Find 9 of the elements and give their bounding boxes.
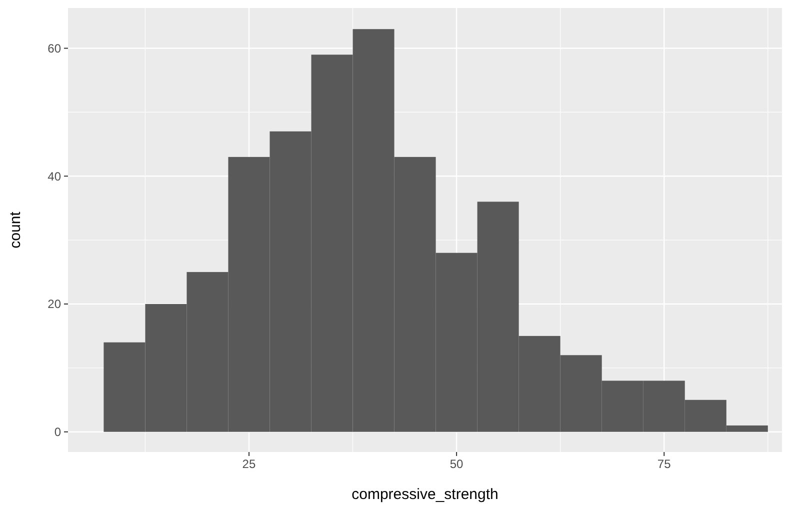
y-tick-label: 0 — [54, 425, 62, 440]
y-tick-label: 60 — [48, 41, 62, 56]
y-tick-label: 20 — [48, 297, 62, 312]
x-tick-label: 50 — [450, 457, 464, 471]
x-tick-label: 75 — [657, 457, 672, 471]
y-tick-label: 40 — [48, 169, 62, 184]
x-axis-title: compressive_strength — [352, 486, 498, 503]
x-tick-label: 25 — [242, 457, 256, 471]
y-axis-title: count — [7, 210, 24, 248]
